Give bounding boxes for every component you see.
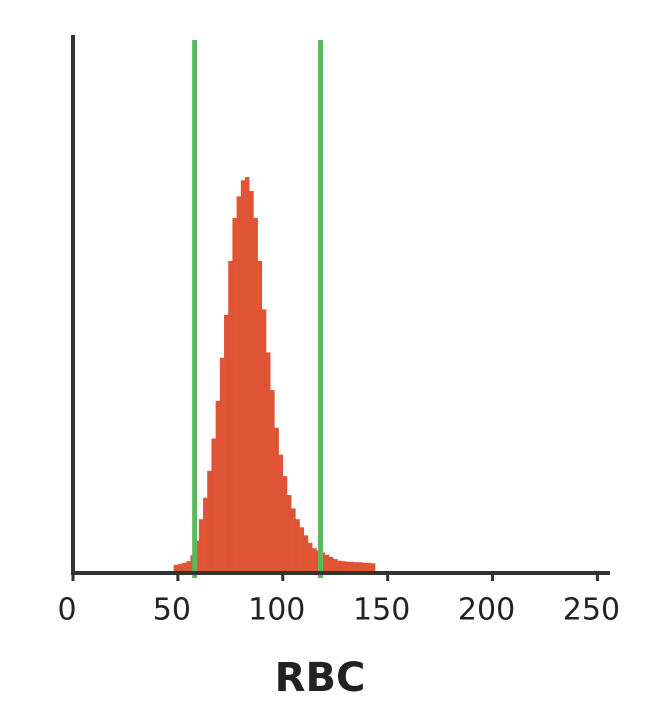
x-tick-label: 250	[563, 593, 620, 628]
bar	[307, 542, 313, 573]
bar	[211, 438, 216, 573]
bar	[198, 519, 204, 573]
bar	[253, 217, 258, 574]
bar	[278, 454, 284, 573]
bar	[232, 217, 237, 574]
bar	[173, 564, 179, 573]
bar	[274, 427, 279, 573]
x-tick-label: 0	[57, 593, 76, 628]
bar	[324, 554, 330, 573]
bar	[295, 519, 300, 573]
bar	[282, 476, 288, 573]
bar	[354, 562, 359, 573]
x-tick-label: 100	[248, 593, 305, 628]
bar	[349, 561, 355, 573]
x-tick-label: 150	[353, 593, 410, 628]
bar	[345, 561, 351, 573]
bar	[270, 390, 275, 573]
bar	[337, 560, 342, 573]
bar	[224, 314, 229, 573]
bar	[203, 497, 208, 573]
bar	[257, 260, 263, 573]
bar	[286, 494, 292, 573]
bar	[299, 527, 305, 573]
bar	[219, 357, 225, 573]
bar	[228, 260, 233, 573]
bar	[303, 535, 309, 573]
bar	[207, 470, 212, 573]
bar	[366, 562, 372, 573]
bar	[265, 352, 271, 573]
bar	[215, 400, 221, 573]
bar	[370, 563, 376, 573]
x-tick-label: 50	[153, 593, 191, 628]
bar	[261, 309, 267, 573]
bar	[240, 180, 246, 573]
x-tick-label: 200	[458, 593, 515, 628]
bar	[291, 508, 296, 573]
bar	[236, 196, 242, 573]
x-axis-label: RBC	[275, 655, 366, 700]
bar	[341, 561, 346, 573]
bar	[333, 559, 338, 573]
bar	[358, 562, 363, 573]
bar	[312, 548, 317, 573]
bar	[177, 563, 183, 573]
bar	[245, 177, 250, 574]
bar	[186, 561, 191, 573]
bar	[362, 562, 367, 573]
bar	[328, 556, 334, 573]
bar	[249, 191, 254, 573]
bar	[182, 562, 187, 573]
